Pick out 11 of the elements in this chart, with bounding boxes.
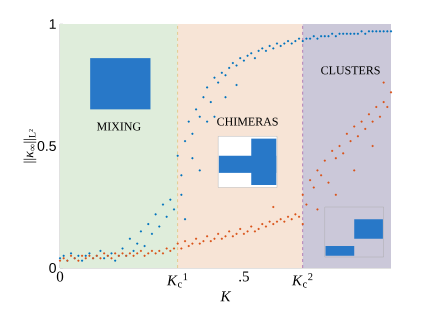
ref-line-label: K$_{c}$1 xyxy=(166,273,188,288)
y-tick-label: 0.5 xyxy=(38,141,56,151)
annotation: CLUSTERS xyxy=(321,66,380,74)
ref-line-label: K$_{c}$2 xyxy=(292,273,312,288)
y-axis-title: ||κ$_{∞}$||$_{L²}$ xyxy=(24,129,36,162)
x-tick-label: .5 xyxy=(239,272,249,282)
x-axis-title: K xyxy=(220,291,232,302)
annotation: MIXING xyxy=(96,122,141,130)
annotation: CHIMERAS xyxy=(217,118,278,126)
y-tick-label: 1 xyxy=(50,19,56,29)
y-tick-label: 0 xyxy=(49,263,56,273)
